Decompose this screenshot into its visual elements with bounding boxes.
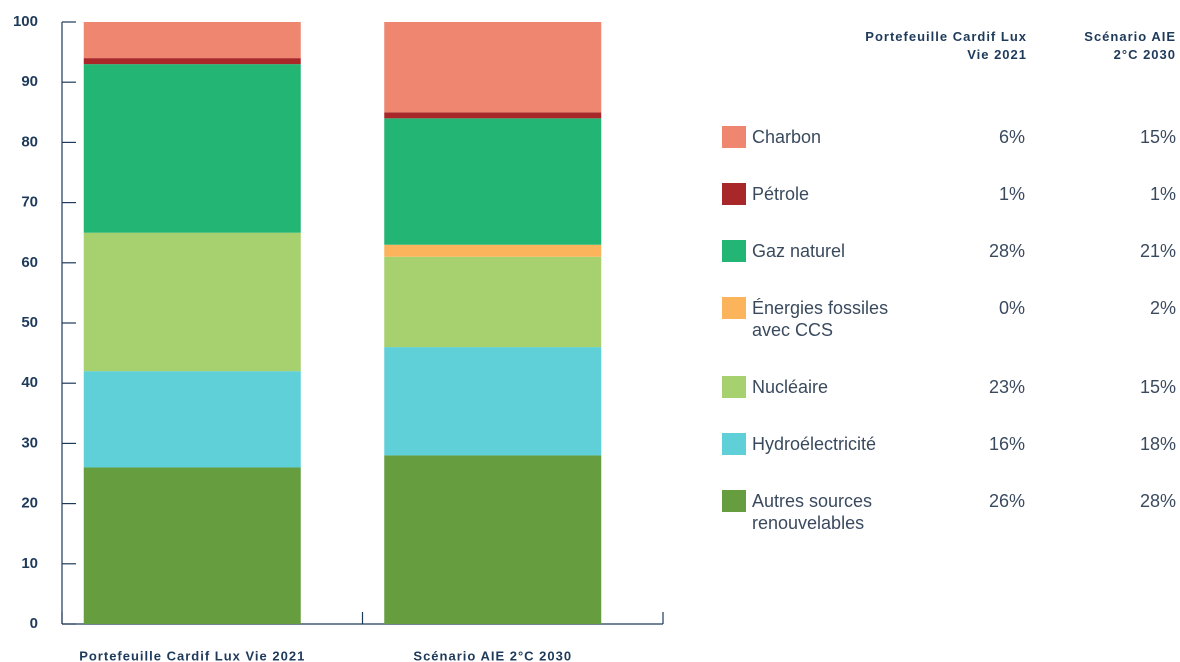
value-label: 2% (1149, 298, 1176, 318)
y-tick-label: 20 (21, 495, 38, 512)
value-label: 16% (988, 434, 1025, 454)
x-tick-label: Scénario AIE 2°C 2030 (413, 648, 572, 662)
bar-segment (83, 58, 301, 65)
legend-label: Nucléaire (752, 377, 829, 397)
legend-label: Charbon (752, 127, 822, 147)
legend-swatch (722, 433, 746, 455)
legend-row: Charbon 6% 15% (722, 126, 1178, 148)
y-tick-label: 90 (21, 73, 38, 90)
bar-segment (83, 371, 301, 468)
legend-row: Autres sources renouvelables 26% 28% (722, 490, 1178, 534)
legend-swatch (722, 240, 746, 262)
value-label: 21% (1139, 241, 1176, 261)
y-tick-label: 0 (30, 615, 38, 632)
legend-row: Énergies fossiles avec CCS 0% 2% (722, 297, 1178, 341)
column-header: Portefeuille Cardif Lux Vie 2021 (865, 29, 1027, 62)
legend-label: Pétrole (752, 184, 810, 204)
value-label: 0% (998, 298, 1025, 318)
column-header: Scénario AIE 2°C 2030 (1084, 29, 1176, 62)
value-label: 1% (998, 184, 1025, 204)
legend-row: Gaz naturel 28% 21% (722, 240, 1178, 262)
bar-segment (384, 118, 602, 245)
legend-label: Hydroélectricité (752, 434, 877, 454)
value-label: 1% (1149, 184, 1176, 204)
bar-segment (384, 455, 602, 624)
legend-swatch (722, 376, 746, 398)
legend-swatch (722, 126, 746, 148)
value-label: 6% (998, 127, 1025, 147)
bar-segment (384, 347, 602, 456)
value-label: 18% (1139, 434, 1176, 454)
legend-row: Nucléaire 23% 15% (722, 376, 1178, 398)
y-tick-label: 60 (21, 254, 38, 271)
legend-table: Portefeuille Cardif Lux Vie 2021 Scénari… (722, 0, 1178, 662)
value-label: 28% (1139, 491, 1176, 511)
y-tick-label: 80 (21, 133, 38, 150)
bar-segment (83, 64, 301, 233)
y-tick-label: 30 (21, 434, 38, 451)
value-label: 26% (988, 491, 1025, 511)
legend-rows: Charbon 6% 15% Pétrole 1% 1% Gaz naturel 28% 21%… (722, 126, 1178, 534)
bar-segment (384, 112, 602, 119)
bar-segment (83, 22, 301, 59)
value-label: 15% (1139, 377, 1176, 397)
value-label: 23% (988, 377, 1025, 397)
y-tick-label: 70 (21, 194, 38, 211)
legend-row: Hydroélectricité 16% 18% (722, 433, 1178, 455)
bar-segment (83, 232, 301, 372)
y-tick-label: 50 (21, 314, 38, 331)
chart: 0 10 20 30 40 50 60 70 80 90 100 Portefeuille Cardi… (13, 13, 664, 662)
value-label: 15% (1139, 127, 1176, 147)
legend-label: Gaz naturel (752, 241, 846, 261)
bar-segment (384, 22, 602, 113)
legend-swatch (722, 490, 746, 512)
x-tick-label: Portefeuille Cardif Lux Vie 2021 (79, 648, 305, 662)
bar-segment (83, 467, 301, 624)
y-tick-label: 40 (21, 374, 38, 391)
y-tick-label: 10 (21, 555, 38, 572)
legend-swatch (722, 297, 746, 319)
legend-label: Énergies fossiles avec CCS (752, 298, 889, 340)
y-tick-label: 100 (13, 13, 38, 30)
legend-swatch (722, 183, 746, 205)
legend-label: Autres sources renouvelables (752, 491, 873, 533)
legend-row: Pétrole 1% 1% (722, 183, 1178, 205)
bar-segment (384, 256, 602, 348)
value-label: 28% (988, 241, 1025, 261)
bar-segment (384, 244, 602, 257)
